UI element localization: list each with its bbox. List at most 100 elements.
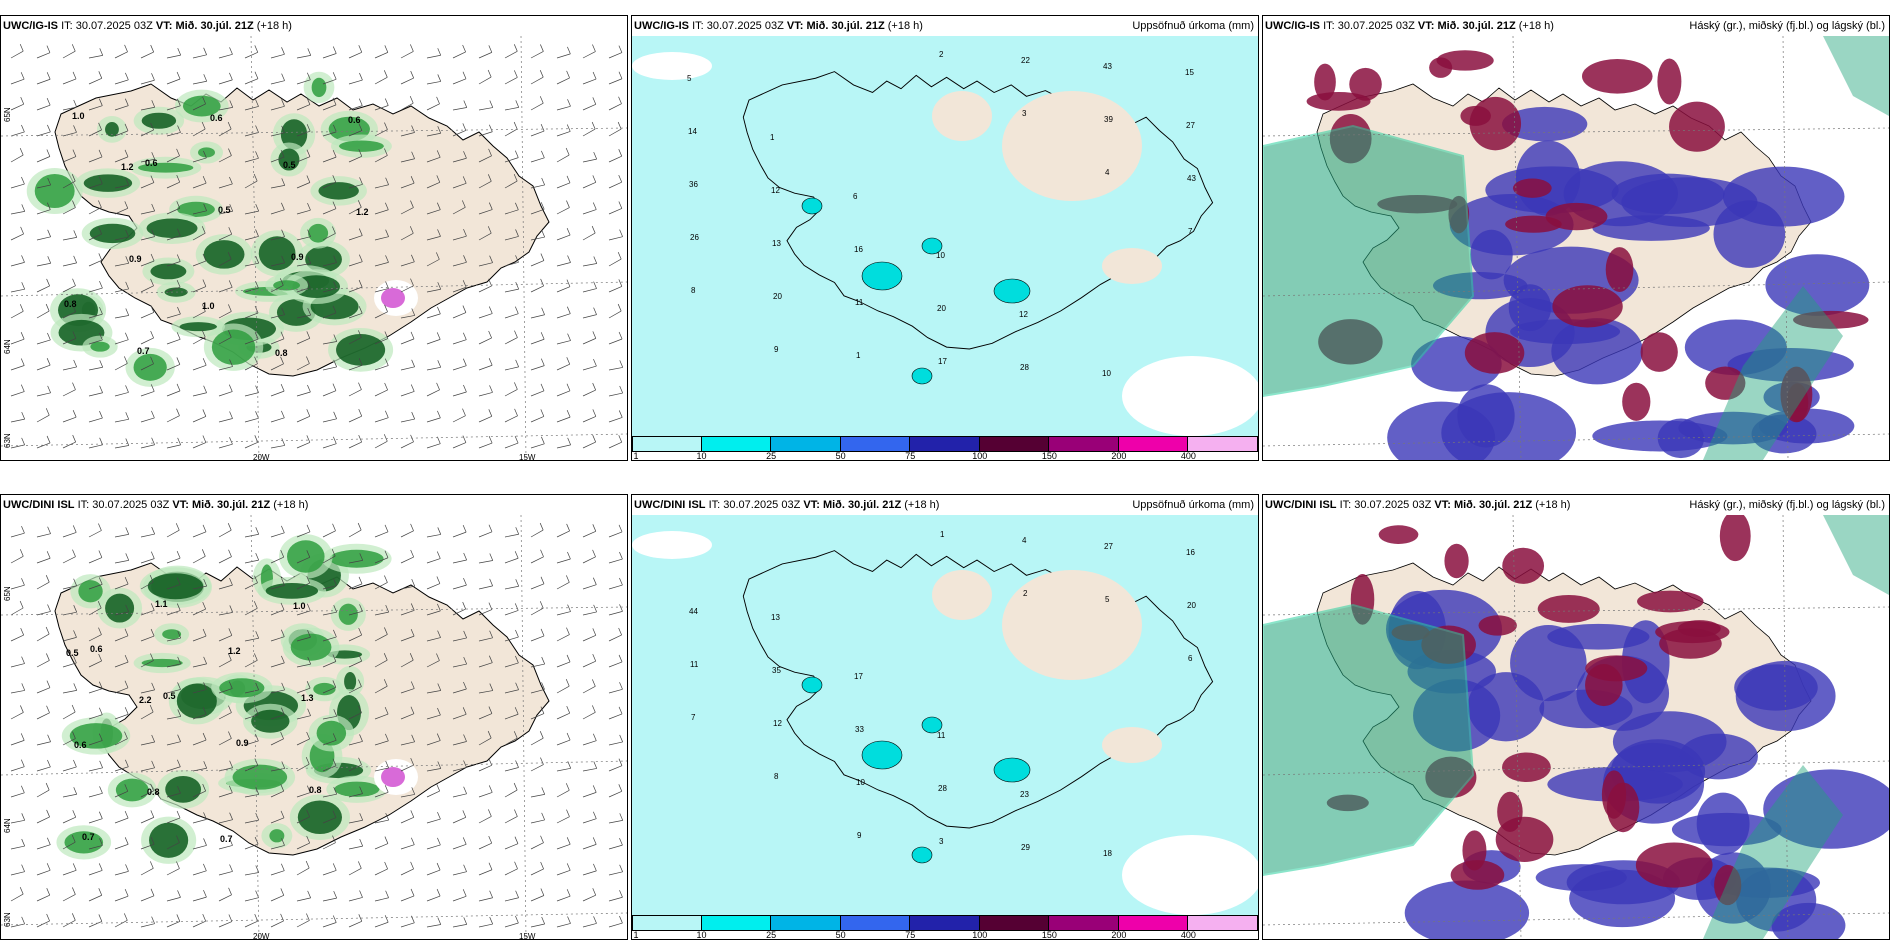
shower-value-label: 2.2 <box>139 695 152 705</box>
wind-barb <box>218 210 233 215</box>
wind-barb-feather <box>566 889 571 897</box>
longitude-line <box>1512 36 1522 460</box>
no-precip-area <box>632 531 712 559</box>
wind-barb <box>270 714 285 720</box>
wind-barb <box>452 608 466 616</box>
lat-label-64: 64N <box>3 339 12 354</box>
wind-barb <box>166 766 181 772</box>
wind-barb-feather <box>306 97 311 105</box>
wind-barb-feather <box>254 653 258 661</box>
shower-value-label: 0.9 <box>291 252 304 262</box>
wind-barb <box>322 842 336 850</box>
wind-barb <box>400 895 415 902</box>
lead-time: (+18 h) <box>1535 499 1571 511</box>
wind-barb <box>114 871 129 876</box>
wind-barb <box>192 103 206 111</box>
wind-barb-feather <box>307 229 311 237</box>
it-value: 30.07.2025 03Z <box>1354 499 1432 511</box>
wind-barb-feather <box>98 98 103 106</box>
wind-barb-feather <box>281 307 285 315</box>
wind-barb <box>530 689 545 694</box>
wind-barb-feather <box>592 837 597 845</box>
wind-barb-feather <box>125 385 129 393</box>
wind-barb <box>322 817 337 824</box>
wind-barb <box>556 558 571 564</box>
wind-barb <box>10 893 24 902</box>
wind-barb-feather <box>150 253 155 262</box>
wind-barb-feather <box>463 255 467 263</box>
wind-barb-feather <box>566 383 571 391</box>
wind-barb-feather <box>45 575 50 583</box>
wind-barb-feather <box>125 412 130 420</box>
wind-barb-feather <box>358 757 362 765</box>
wind-barb <box>114 560 129 564</box>
wind-barb-feather <box>229 100 234 108</box>
wind-barb <box>62 180 76 189</box>
wind-barb <box>426 288 441 293</box>
shower-core <box>308 223 329 243</box>
colorbar-swatch <box>771 915 841 931</box>
longitude-line <box>250 515 260 939</box>
wind-barb <box>582 51 596 59</box>
mid-cloud <box>1612 711 1727 773</box>
wind-barb <box>374 236 389 241</box>
shower-core <box>177 201 215 217</box>
wind-barb-feather <box>176 254 181 262</box>
wind-barb-feather <box>462 123 467 131</box>
wind-barb-feather <box>384 304 388 312</box>
wind-barb-feather <box>540 549 544 557</box>
dry-land-area <box>1102 248 1162 284</box>
wind-barb-feather <box>124 707 129 715</box>
shower-value-label: 0.9 <box>236 738 249 748</box>
rain-value-label: 33 <box>855 725 864 734</box>
wind-barb-feather <box>306 175 311 183</box>
wind-barb <box>114 288 129 293</box>
wind-barb-feather <box>20 97 25 105</box>
wind-barb-feather <box>489 553 494 561</box>
shower-core <box>138 162 194 173</box>
wind-barb <box>10 871 25 876</box>
wind-barb <box>530 130 545 137</box>
wind-barb-feather <box>462 176 467 184</box>
wind-barb <box>140 689 155 694</box>
wind-barb-feather <box>461 200 466 208</box>
shower-value-label: 1.0 <box>72 111 85 121</box>
wind-barb <box>166 529 180 538</box>
it-label: IT: <box>692 20 704 32</box>
wind-barb-feather <box>566 124 571 132</box>
wind-barb-feather <box>46 72 51 80</box>
wind-barb-feather <box>489 578 493 587</box>
wind-barb <box>582 712 596 720</box>
wind-barb <box>10 288 25 293</box>
wind-barb-feather <box>99 760 103 768</box>
wind-barb <box>322 555 336 564</box>
wind-barb-feather <box>73 655 77 664</box>
rain-value-label: 29 <box>1021 843 1030 852</box>
wind-barb <box>426 132 441 137</box>
wind-barb-feather <box>489 916 494 925</box>
wind-barb <box>530 443 545 449</box>
colorbar-frame <box>632 915 1258 931</box>
wind-barb <box>10 233 24 241</box>
wind-barb-feather <box>515 760 519 768</box>
wind-barb <box>218 584 233 590</box>
wind-barb <box>400 338 415 345</box>
wind-barb <box>296 663 311 668</box>
wind-barb <box>348 660 362 668</box>
shower-core <box>34 173 75 209</box>
wind-barb-feather <box>487 69 492 78</box>
wind-barb-feather <box>384 122 388 130</box>
rain-value-label: 22 <box>1021 56 1030 65</box>
wind-barb <box>114 79 129 85</box>
wind-barb-feather <box>592 628 597 636</box>
wind-barb-feather <box>567 255 571 263</box>
wind-barb <box>608 417 623 423</box>
wind-barb <box>244 78 259 85</box>
wind-barb <box>608 922 623 928</box>
wind-barb-feather <box>21 526 25 534</box>
wind-barb <box>322 636 337 642</box>
wind-barb <box>426 389 440 397</box>
wind-barb <box>166 584 181 590</box>
no-precip-area <box>1122 356 1258 436</box>
wind-barb <box>270 314 285 319</box>
